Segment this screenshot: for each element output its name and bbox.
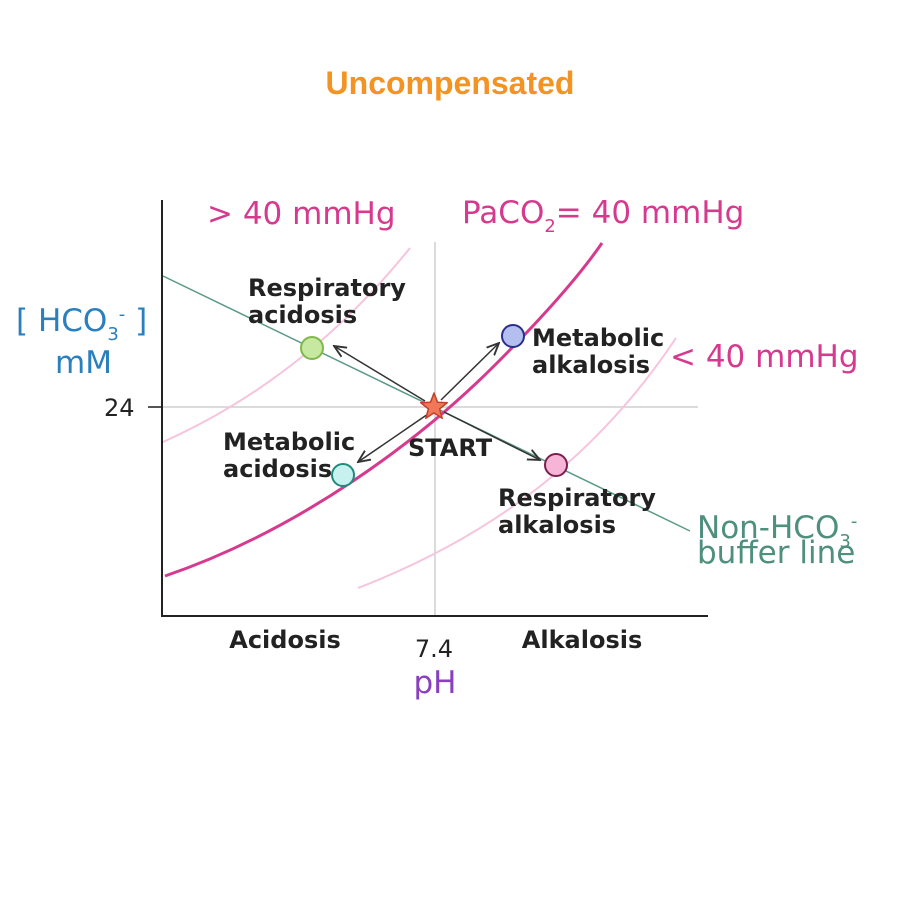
isobar-low-label: < 40 mmHg	[670, 339, 859, 375]
y-axis-label: [ HCO3- ]	[16, 303, 147, 345]
metab-acidosis-marker	[331, 463, 355, 487]
x-region-acidosis: Acidosis	[229, 626, 341, 654]
resp-alkalosis-label: Respiratory alkalosis	[498, 484, 664, 539]
y-tick-label: 24	[104, 394, 135, 422]
resp-alkalosis-marker	[544, 453, 568, 477]
metab-alkalosis-marker	[501, 324, 525, 348]
buffer-line-label: Non-HCO3-	[697, 510, 857, 552]
metab-alkalosis-label: Metabolic alkalosis	[532, 324, 673, 379]
resp-acidosis-label: Respiratory acidosis	[248, 274, 414, 329]
diagram-title: Uncompensated	[326, 65, 575, 101]
start-star-icon	[419, 392, 449, 420]
isobar-normal-label: PaCO2= 40 mmHg	[462, 195, 744, 237]
x-region-alkalosis: Alkalosis	[522, 626, 642, 654]
isobar-high-label: > 40 mmHg	[207, 196, 396, 232]
arrow-metab-alkalosis	[440, 343, 499, 401]
arrow-metab-acidosis	[358, 413, 429, 462]
arrow-resp-alkalosis	[443, 411, 540, 460]
x-tick-label: 7.4	[415, 635, 453, 663]
isobar-low-curve	[357, 337, 677, 589]
isobar-normal-curve	[164, 242, 604, 578]
buffer-line-label-2: buffer line	[697, 535, 855, 571]
y-axis-unit: mM	[55, 345, 112, 381]
arrow-resp-acidosis	[334, 346, 426, 402]
isobar-high-curve	[162, 247, 411, 443]
metab-acidosis-label: Metabolic acidosis	[223, 428, 364, 483]
x-axis-label: pH	[414, 665, 457, 701]
resp-acidosis-marker	[300, 336, 324, 360]
start-label: START	[408, 434, 493, 462]
